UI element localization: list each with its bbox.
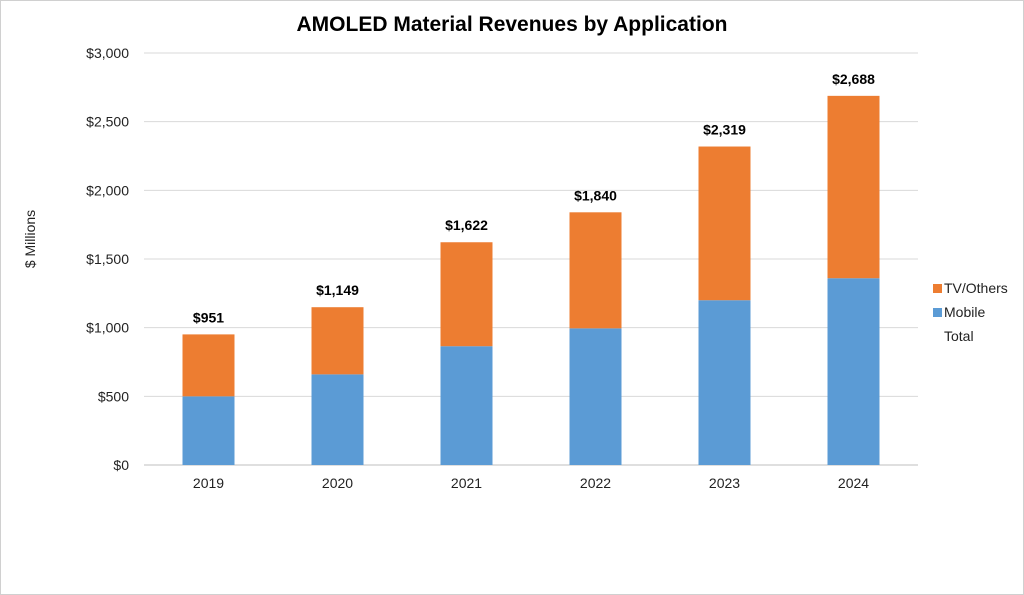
total-data-label: $2,319: [703, 122, 746, 138]
y-tick-label: $3,000: [86, 45, 129, 61]
y-tick-label: $1,500: [86, 251, 129, 267]
x-tick-label: 2019: [193, 475, 224, 491]
total-data-label: $1,622: [445, 217, 488, 233]
x-tick-label: 2022: [580, 475, 611, 491]
legend-item: TV/Others: [933, 280, 1008, 296]
legend-label: Mobile: [944, 304, 985, 320]
legend-item: Mobile: [933, 304, 985, 320]
bar-mobile-2022: [569, 328, 622, 465]
bar-mobile-2021: [440, 346, 493, 465]
bar-mobile-2019: [182, 396, 235, 465]
x-tick-label: 2023: [709, 475, 740, 491]
total-data-label: $1,149: [316, 282, 359, 298]
bar-mobile-2023: [698, 300, 751, 465]
bar-tv-others-2023: [698, 146, 751, 301]
bar-tv-others-2020: [311, 307, 364, 375]
legend-swatch: [933, 284, 942, 293]
bar-tv-others-2019: [182, 334, 235, 397]
bar-tv-others-2021: [440, 242, 493, 347]
y-tick-label: $2,000: [86, 182, 129, 198]
y-axis-label: $ Millions: [22, 210, 38, 268]
legend: TV/Others Mobile Total: [933, 280, 1008, 344]
legend-label: TV/Others: [944, 280, 1008, 296]
y-tick-label: $1,000: [86, 320, 129, 336]
y-tick-label: $0: [113, 457, 129, 473]
total-data-label: $951: [193, 309, 224, 325]
y-tick-label: $500: [98, 388, 129, 404]
total-data-label: $2,688: [832, 71, 875, 87]
bar-mobile-2024: [827, 278, 880, 465]
plot-area: $0 $500 $1,000 $1,500 $2,000 $2,500 $3,000 $951…: [86, 45, 918, 491]
legend-label: Total: [944, 328, 974, 344]
bar-tv-others-2022: [569, 212, 622, 329]
chart-title: AMOLED Material Revenues by Application: [297, 13, 728, 36]
legend-swatch: [933, 308, 942, 317]
x-tick-label: 2024: [838, 475, 869, 491]
x-tick-label: 2021: [451, 475, 482, 491]
legend-item: Total: [944, 328, 974, 344]
x-tick-label: 2020: [322, 475, 353, 491]
y-tick-label: $2,500: [86, 114, 129, 130]
bar-tv-others-2024: [827, 95, 880, 279]
bar-mobile-2020: [311, 374, 364, 465]
total-data-label: $1,840: [574, 187, 617, 203]
